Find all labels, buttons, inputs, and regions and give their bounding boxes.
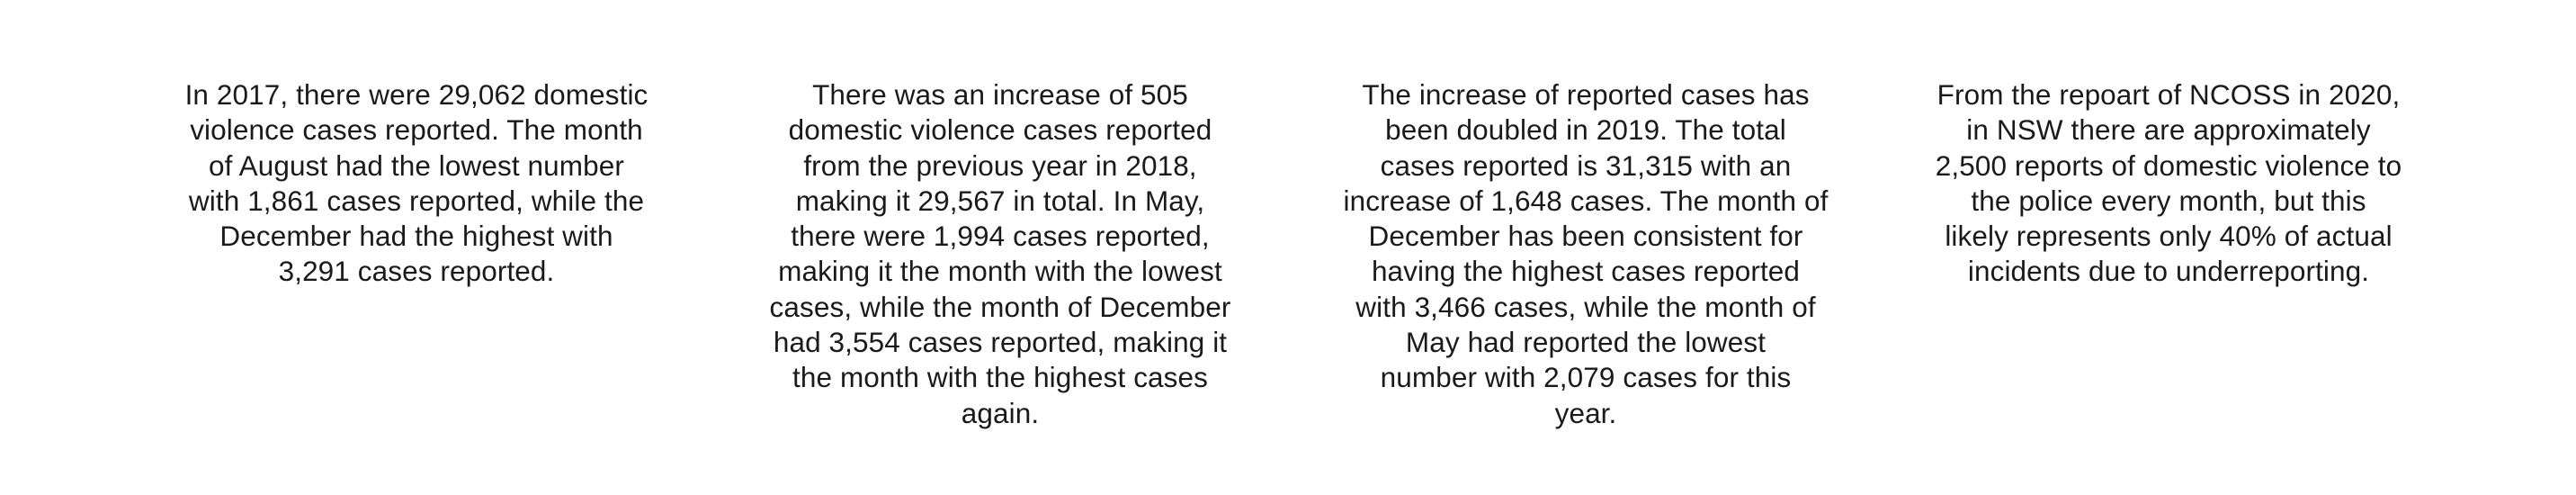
paragraph-line: December has been consistent for — [1368, 220, 1803, 253]
paragraph-line: with 3,466 cases, while the month of — [1355, 290, 1816, 323]
paragraph-2018: There was an increase of 505 domestic vi… — [730, 77, 1270, 431]
paragraph-line: number with 2,079 cases for this — [1380, 361, 1792, 394]
paragraph-line: of August had the lowest number — [209, 148, 624, 182]
paragraph-line: again. — [961, 396, 1040, 429]
paragraph-2019: The increase of reported cases has been … — [1316, 77, 1856, 431]
paragraph-line: 3,291 cases reported. — [278, 255, 555, 288]
paragraph-line: cases reported is 31,315 with an — [1380, 148, 1792, 182]
paragraph-line: In 2017, there were 29,062 domestic — [184, 78, 648, 111]
paragraph-line: with 1,861 cases reported, while the — [188, 184, 645, 217]
paragraph-line: the police every month, but this — [1971, 184, 2366, 217]
paragraph-line: increase of 1,648 cases. The month of — [1343, 184, 1829, 217]
paragraph-line: cases, while the month of December — [769, 290, 1231, 323]
paragraph-line: From the repoart of NCOSS in 2020, — [1936, 78, 2401, 111]
paragraph-line: 2,500 reports of domestic violence to — [1935, 148, 2402, 182]
paragraph-line: year. — [1554, 396, 1617, 429]
paragraph-line: in NSW there are approximately — [1966, 113, 2371, 147]
paragraph-line: likely represents only 40% of actual — [1945, 220, 2393, 253]
paragraph-line: May had reported the lowest — [1405, 326, 1767, 359]
paragraph-line: from the previous year in 2018, — [803, 148, 1197, 182]
paragraph-line: been doubled in 2019. The total — [1385, 113, 1786, 147]
paragraph-line: The increase of reported cases has — [1362, 78, 1810, 111]
paragraph-2017: In 2017, there were 29,062 domestic viol… — [147, 77, 686, 290]
paragraph-line: incidents due to underreporting. — [1967, 255, 2370, 288]
paragraph-line: having the highest cases reported — [1371, 255, 1801, 288]
paragraph-line: there were 1,994 cases reported, — [791, 220, 1210, 253]
paragraph-line: making it the month with the lowest — [778, 255, 1222, 288]
paragraph-line: There was an increase of 505 — [812, 78, 1188, 111]
paragraph-line: the month with the highest cases — [792, 361, 1208, 394]
paragraph-line: making it 29,567 in total. In May, — [795, 184, 1205, 217]
text-columns: In 2017, there were 29,062 domestic viol… — [0, 77, 2576, 473]
paragraph-2020: From the repoart of NCOSS in 2020, in NS… — [1899, 77, 2438, 290]
paragraph-line: had 3,554 cases reported, making it — [773, 326, 1228, 359]
paragraph-line: domestic violence cases reported — [788, 113, 1212, 147]
paragraph-line: violence cases reported. The month — [190, 113, 643, 147]
paragraph-line: December had the highest with — [219, 220, 613, 253]
